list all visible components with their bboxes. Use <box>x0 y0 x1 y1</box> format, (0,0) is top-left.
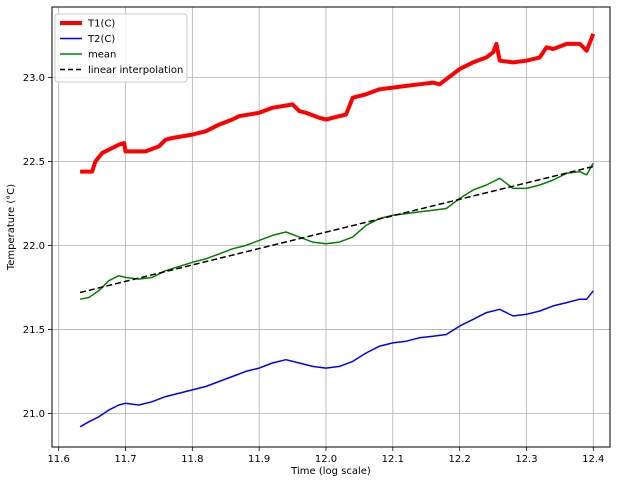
y-axis-label: Temperature (°C) <box>6 184 17 271</box>
legend-label: mean <box>88 50 116 61</box>
y-tick-label: 22.5 <box>23 157 45 168</box>
series-line-2 <box>79 162 594 300</box>
x-tick-label: 12.0 <box>315 454 337 465</box>
legend-label: T1(C) <box>87 19 115 30</box>
legend-label: linear interpolation <box>88 65 183 76</box>
legend-box <box>54 13 188 83</box>
plot-frame <box>51 6 611 448</box>
grid <box>52 7 610 447</box>
legend-label: T2(C) <box>87 34 115 45</box>
x-tick-label: 11.9 <box>248 454 270 465</box>
series-line-3 <box>79 165 594 294</box>
x-tick-label: 12.1 <box>382 454 404 465</box>
x-tick-label: 12.4 <box>582 454 604 465</box>
legend: T1(C) T2(C) mean linear interpolation <box>54 13 188 83</box>
y-tick-label: 23.0 <box>23 73 45 84</box>
series-line-0 <box>80 33 596 174</box>
x-tick-label: 12.2 <box>449 454 471 465</box>
y-tick-label: 22.0 <box>23 241 45 252</box>
x-tick-label: 11.6 <box>48 454 70 465</box>
x-tick-label: 11.8 <box>181 454 203 465</box>
y-tick-label: 21.5 <box>23 325 45 336</box>
y-tick-label: 21.0 <box>23 409 45 420</box>
x-axis-label: Time (log scale) <box>290 466 371 477</box>
x-tick-label: 12.3 <box>515 454 537 465</box>
x-tick-label: 11.7 <box>114 454 136 465</box>
series-group <box>79 33 596 428</box>
series-line-1 <box>79 290 594 428</box>
ticks: 11.6 11.7 11.8 11.9 12.0 12.1 12.2 12.3 12.4 21.0… <box>23 73 605 465</box>
